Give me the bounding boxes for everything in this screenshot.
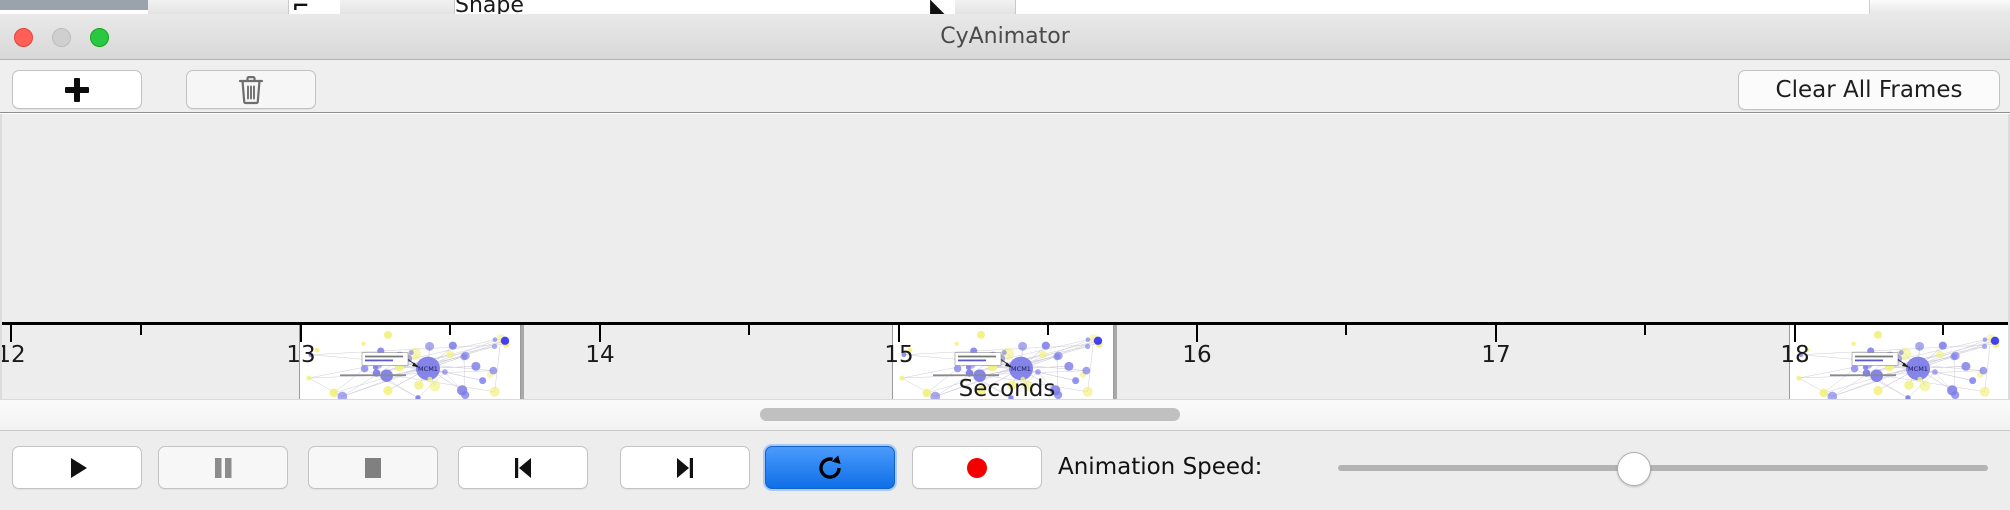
axis-tick-minor xyxy=(449,325,451,335)
axis-tick-label: 16 xyxy=(1182,342,1212,368)
delete-frame-button[interactable] xyxy=(186,70,316,109)
skip-previous-icon xyxy=(515,457,531,478)
record-icon xyxy=(967,457,987,478)
pause-button[interactable] xyxy=(158,446,288,489)
background-glyph-icon: ⌐ xyxy=(292,0,310,14)
axis-tick-major xyxy=(898,325,900,342)
axis-tick-minor xyxy=(140,325,142,335)
background-toolbar-segment xyxy=(770,0,930,14)
playback-control-bar: Animation Speed: xyxy=(0,430,2010,510)
loop-icon xyxy=(819,455,841,479)
axis-tick-label: 12 xyxy=(2,342,26,368)
pause-icon xyxy=(215,457,232,478)
stop-icon xyxy=(365,457,381,478)
trash-icon xyxy=(238,75,264,104)
frame-thumbnail[interactable]: MCM1 xyxy=(1789,322,2008,399)
scrollbar-thumb[interactable] xyxy=(760,408,1180,421)
background-toolbar-segment xyxy=(240,0,289,14)
axis-tick-label: 15 xyxy=(884,342,914,368)
record-button[interactable] xyxy=(912,446,1042,489)
stop-button[interactable] xyxy=(308,446,438,489)
timeline-panel[interactable]: MCM1 MCM1 MCM1 12 13 14 15 16 17 18 Seconds xyxy=(0,114,2010,399)
axis-tick-major xyxy=(1196,325,1198,342)
axis-tick-minor xyxy=(1942,325,1944,335)
animation-speed-slider[interactable] xyxy=(1338,452,1988,486)
background-toolbar-segment xyxy=(148,0,241,14)
axis-tick-major xyxy=(300,325,302,342)
network-thumbnail: MCM1 xyxy=(306,330,510,399)
axis-tick-major xyxy=(10,325,12,342)
window-title: CyAnimator xyxy=(940,24,1070,49)
svg-text:MCM1: MCM1 xyxy=(418,365,438,373)
background-toolbar-segment xyxy=(955,0,1016,14)
axis-tick-label: 13 xyxy=(286,342,316,368)
previous-frame-button[interactable] xyxy=(458,446,588,489)
background-panel-fragment xyxy=(1869,0,2010,14)
timeline-axis-title: Seconds xyxy=(958,376,1056,399)
animation-speed-label: Animation Speed: xyxy=(1058,454,1263,480)
background-window-strip: ⌐ Shape ◣ xyxy=(0,0,2010,14)
timeline-horizontal-scrollbar[interactable] xyxy=(0,399,2010,430)
axis-tick-major xyxy=(1495,325,1497,342)
axis-tick-minor xyxy=(1047,325,1049,335)
axis-tick-major xyxy=(1794,325,1796,342)
plus-icon xyxy=(63,76,91,104)
next-frame-button[interactable] xyxy=(620,446,750,489)
svg-text:MCM1: MCM1 xyxy=(1011,365,1031,373)
background-toolbar-segment xyxy=(450,0,455,14)
titlebar: CyAnimator xyxy=(0,14,2010,60)
axis-tick-minor xyxy=(748,325,750,335)
minimize-button[interactable] xyxy=(52,28,71,47)
network-thumbnail: MCM1 xyxy=(899,330,1103,399)
background-shape-label: Shape xyxy=(455,0,524,14)
clear-all-frames-label: Clear All Frames xyxy=(1775,77,1963,103)
axis-tick-major xyxy=(599,325,601,342)
frame-thumbnail[interactable]: MCM1 xyxy=(299,322,521,399)
loop-button[interactable] xyxy=(765,446,895,489)
background-toolbar-segment xyxy=(340,0,451,14)
close-button[interactable] xyxy=(14,28,33,47)
svg-text:MCM1: MCM1 xyxy=(1908,365,1928,373)
frame-toolbar: Clear All Frames xyxy=(0,60,2010,113)
play-icon xyxy=(71,457,87,478)
slider-track[interactable] xyxy=(1338,465,1988,471)
skip-next-icon xyxy=(677,457,693,478)
axis-tick-minor xyxy=(1345,325,1347,335)
network-thumbnail: MCM1 xyxy=(1796,330,2000,399)
background-titlebar-fragment xyxy=(0,0,148,10)
timeline-axis-line xyxy=(2,322,2008,325)
play-button[interactable] xyxy=(12,446,142,489)
axis-tick-label: 18 xyxy=(1780,342,1810,368)
axis-tick-minor xyxy=(1644,325,1646,335)
background-glyph-icon: ◣ xyxy=(930,0,947,14)
add-frame-button[interactable] xyxy=(12,70,142,109)
axis-tick-label: 14 xyxy=(585,342,615,368)
slider-thumb[interactable] xyxy=(1617,452,1651,486)
axis-tick-label: 17 xyxy=(1481,342,1511,368)
maximize-button[interactable] xyxy=(90,28,109,47)
clear-all-frames-button[interactable]: Clear All Frames xyxy=(1738,70,2000,110)
frame-thumbnail[interactable]: MCM1 xyxy=(892,322,1114,399)
